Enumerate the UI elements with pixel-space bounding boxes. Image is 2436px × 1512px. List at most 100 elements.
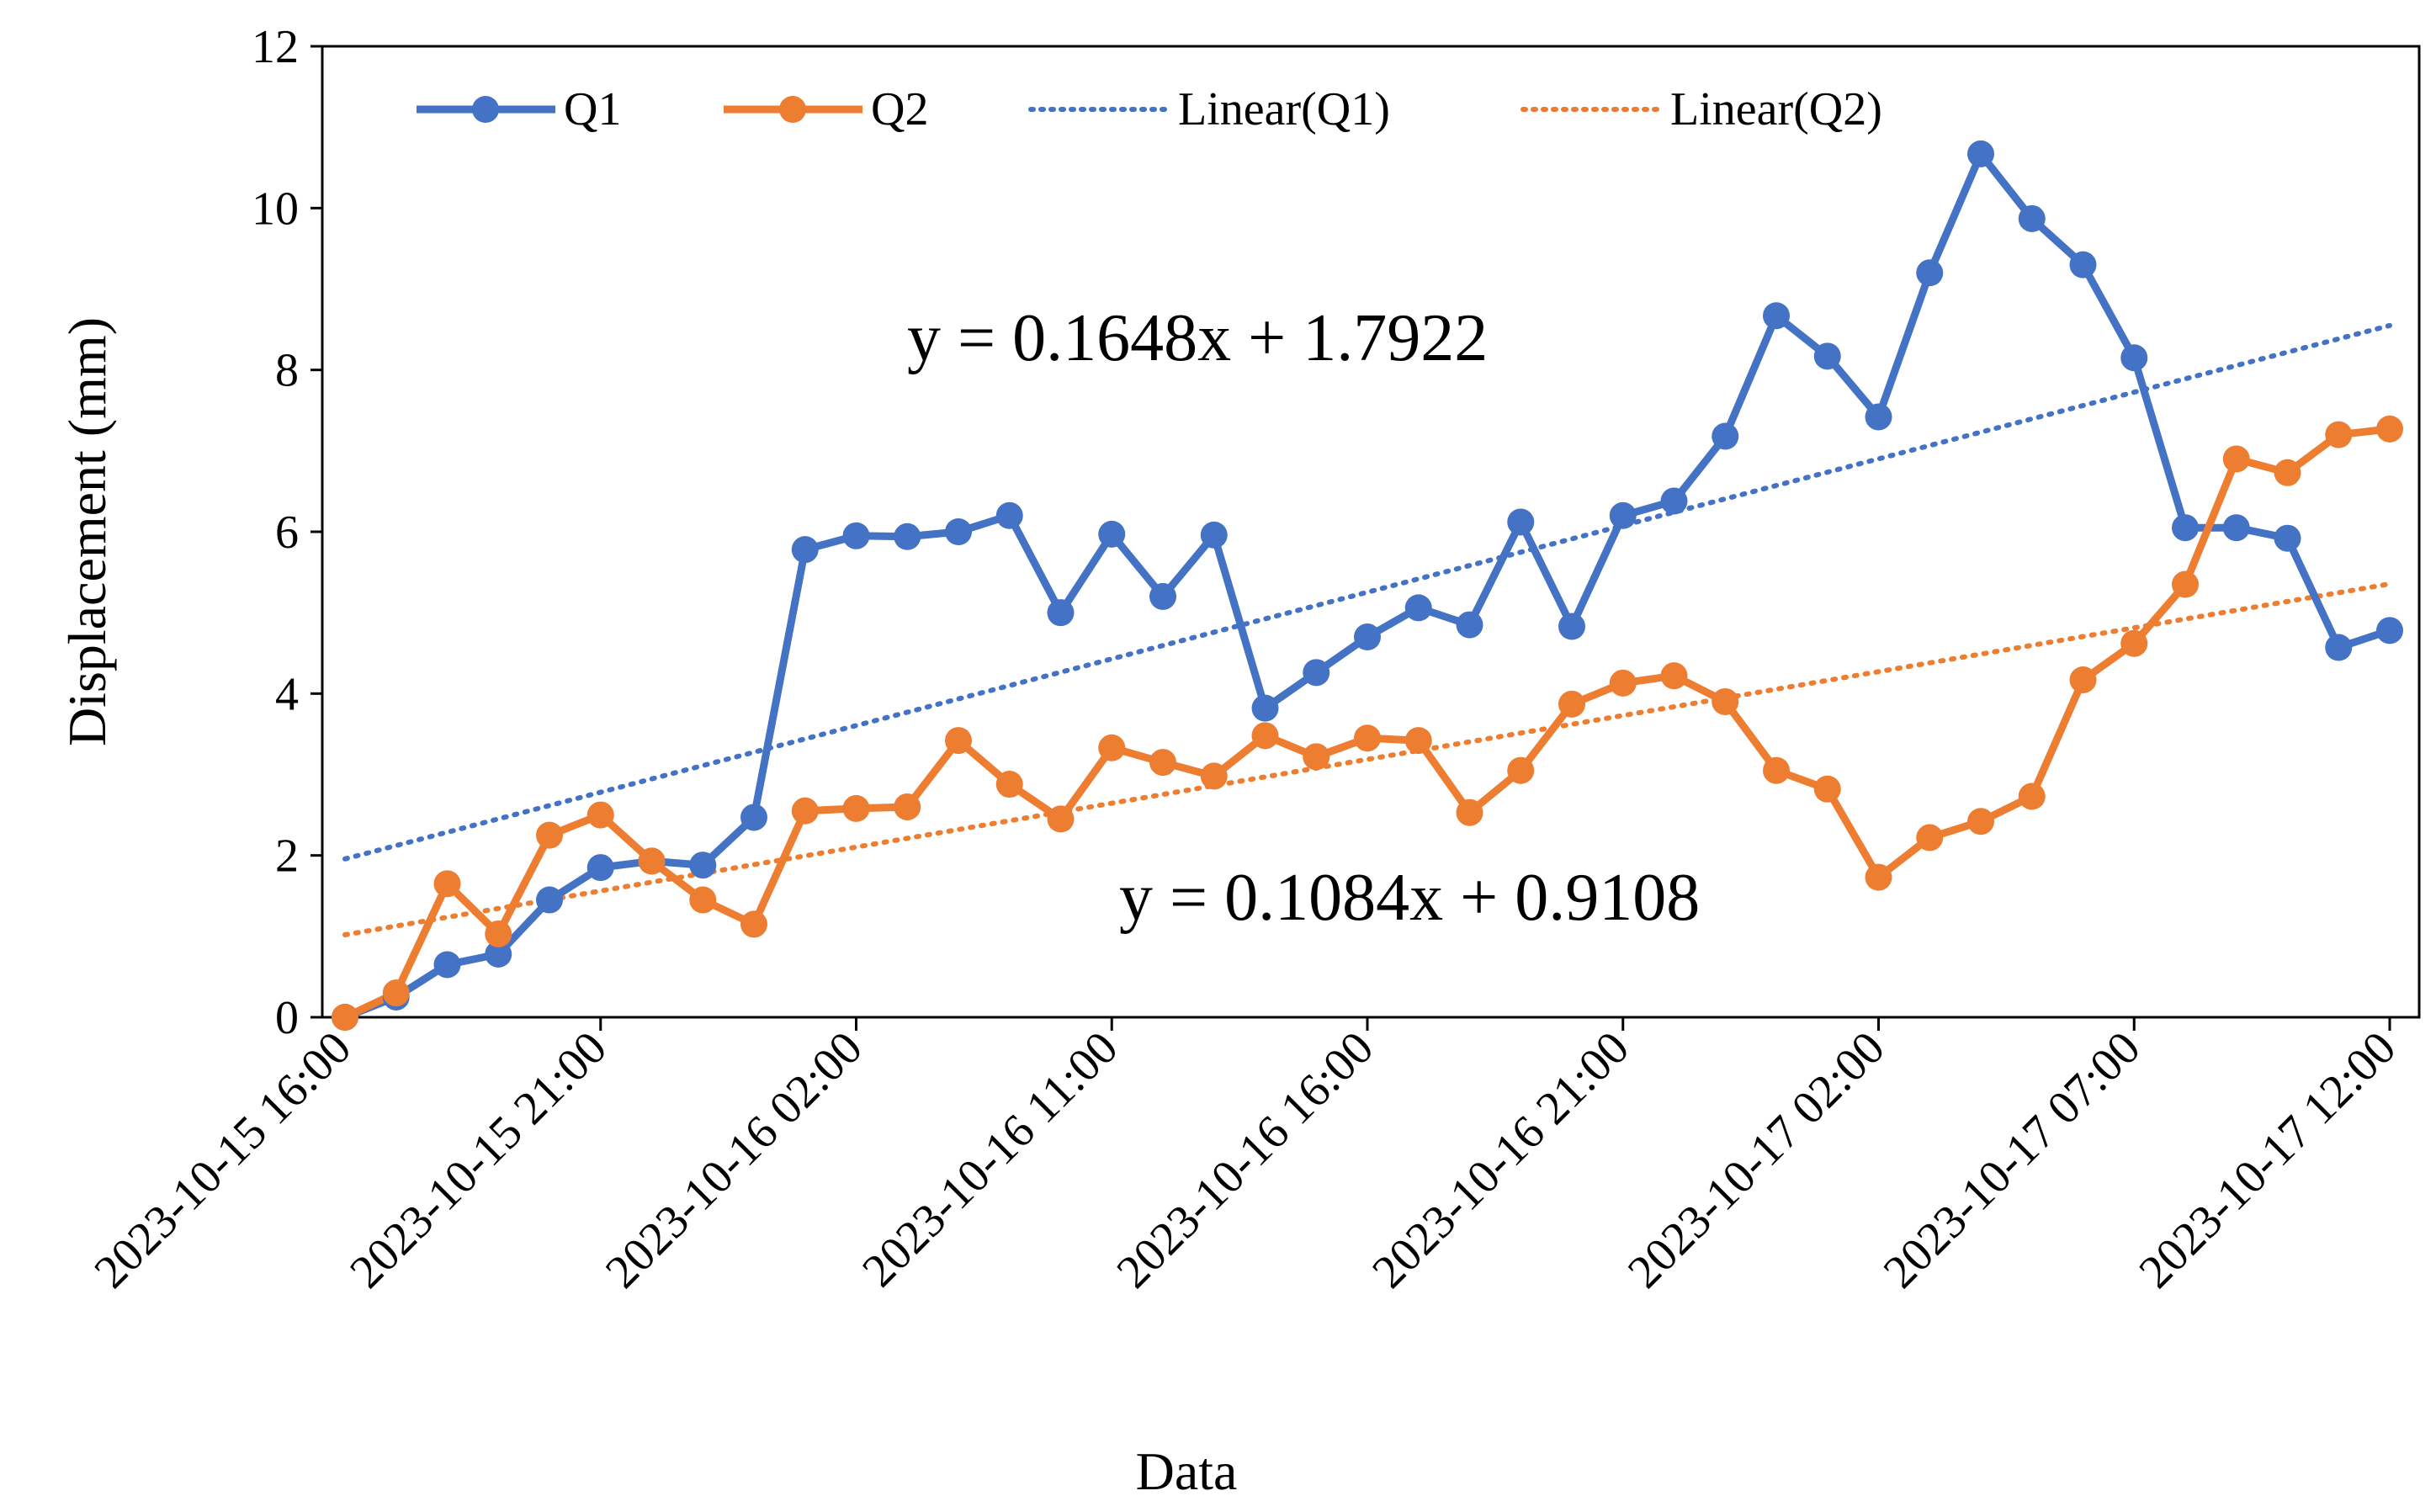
x-tick-label: 2023-10-16 02:00 (596, 1021, 873, 1298)
y-tick-label: 6 (275, 507, 299, 559)
series-q1-point (485, 940, 512, 968)
series-q1-point (2376, 617, 2403, 645)
x-tick-label: 2023-10-16 16:00 (1107, 1021, 1383, 1298)
legend-q2-marker (779, 96, 806, 123)
series-q2-point (1047, 805, 1075, 833)
legend-q2-label: Q2 (871, 83, 928, 135)
trendline-equation-q1: y = 0.1648x + 1.7922 (907, 301, 1488, 375)
series-q2-point (1456, 798, 1483, 826)
legend: Q1 Q2 Linear(Q1) Linear(Q2) (417, 83, 1882, 135)
series-q2-point (791, 797, 819, 825)
series-q2-point (1865, 863, 1892, 891)
series-q2-point (1558, 690, 1585, 718)
series-q2-point (2325, 421, 2353, 448)
series-q2-point (2222, 445, 2250, 473)
series-lines (332, 140, 2403, 1031)
series-q1-point (536, 886, 563, 914)
series-q1-point (1200, 521, 1228, 549)
series-q2-point (740, 910, 767, 938)
series-q1-point (894, 523, 921, 550)
y-axis: 0 2 4 6 8 10 12 (252, 21, 322, 1044)
series-q1-point (1712, 422, 1739, 450)
legend-linear-q2-label: Linear(Q2) (1670, 83, 1882, 135)
x-tick-label: 2023-10-17 02:00 (1618, 1021, 1895, 1298)
series-q2-point (332, 1004, 358, 1031)
series-q1-point (1865, 403, 1892, 431)
series-q1-point (1967, 140, 1994, 167)
series-q1-point (791, 536, 819, 564)
series-q1-point (2222, 514, 2250, 542)
series-q2-point (1813, 775, 1841, 803)
series-q1-point (1404, 594, 1432, 622)
series-q2-point (945, 727, 972, 755)
series-q2-point (1098, 734, 1126, 761)
series-q2-point (536, 821, 563, 849)
y-tick-label: 0 (275, 992, 299, 1044)
series-q1-point (433, 951, 461, 979)
series-q2-point (2018, 783, 2046, 810)
series-q2-point (1354, 724, 1381, 752)
x-tick-label: 2023-10-16 11:00 (852, 1021, 1128, 1297)
series-q2-point (586, 801, 614, 829)
series-q1-point (2274, 524, 2301, 552)
series-q1-point (995, 501, 1023, 529)
series-q2-point (638, 847, 666, 875)
legend-q1-label: Q1 (564, 83, 621, 135)
series-q1-point (842, 522, 870, 549)
x-tick-label: 2023-10-17 12:00 (2129, 1021, 2406, 1298)
legend-q1-marker (472, 96, 499, 123)
series-q2-point (1967, 808, 1994, 836)
x-tick-label: 2023-10-15 21:00 (340, 1021, 617, 1298)
series-q2-point (2376, 415, 2403, 443)
series-q1-point (1149, 582, 1176, 610)
series-q2-point (1507, 756, 1535, 784)
series-q2-point (2274, 459, 2301, 486)
series-q1-point (1251, 694, 1279, 722)
series-q2-point (1660, 662, 1688, 690)
series-q2-point (2172, 570, 2199, 598)
series-q1-point (689, 851, 717, 879)
series-q2-point (2069, 666, 2097, 693)
series-q1-point (2120, 344, 2148, 372)
x-tick-label: 2023-10-17 07:00 (1874, 1021, 2151, 1298)
series-q2-point (1712, 687, 1739, 715)
series-q1-point (586, 854, 614, 882)
series-q2-point (1404, 727, 1432, 755)
series-q1-point (1916, 259, 1944, 287)
x-tick-label: 2023-10-16 21:00 (1362, 1021, 1639, 1298)
series-q1-point (2018, 204, 2046, 232)
y-tick-label: 4 (275, 668, 299, 720)
series-q2-point (842, 794, 870, 822)
series-q1-point (2069, 251, 2097, 279)
trendline-equation-q2: y = 0.1084x + 0.9108 (1119, 861, 1700, 935)
trendline-linear-q1 (342, 322, 2392, 862)
series-q2-point (1763, 756, 1790, 784)
trendline-linear-q2 (342, 581, 2392, 937)
y-tick-label: 12 (252, 21, 299, 73)
series-q2-point (689, 886, 717, 914)
series-q2-point (1251, 722, 1279, 750)
series-q2-point (1303, 743, 1330, 771)
series-q1-point (1813, 342, 1841, 370)
series-q1-point (1558, 613, 1585, 640)
series-q2-point (485, 920, 512, 947)
series-q1-point (1354, 623, 1381, 651)
series-q2-point (995, 771, 1023, 798)
y-tick-label: 10 (252, 183, 299, 235)
series-q1-point (1456, 611, 1483, 639)
series-q1-point (1047, 599, 1075, 627)
series-q2-point (2120, 629, 2148, 657)
series-q1-point (2325, 634, 2353, 661)
x-tick-label: 2023-10-15 16:00 (84, 1021, 361, 1298)
series-q1-point (1507, 508, 1535, 536)
series-q2-point (382, 979, 410, 1007)
series-q2-point (1609, 669, 1637, 697)
series-q2-point (1149, 749, 1176, 777)
series-q1-point (945, 518, 972, 545)
series-q2-point (894, 793, 921, 820)
y-axis-title: Displacement (mm) (57, 317, 117, 746)
series-q1-point (1303, 659, 1330, 687)
series-q2-point (433, 870, 461, 898)
